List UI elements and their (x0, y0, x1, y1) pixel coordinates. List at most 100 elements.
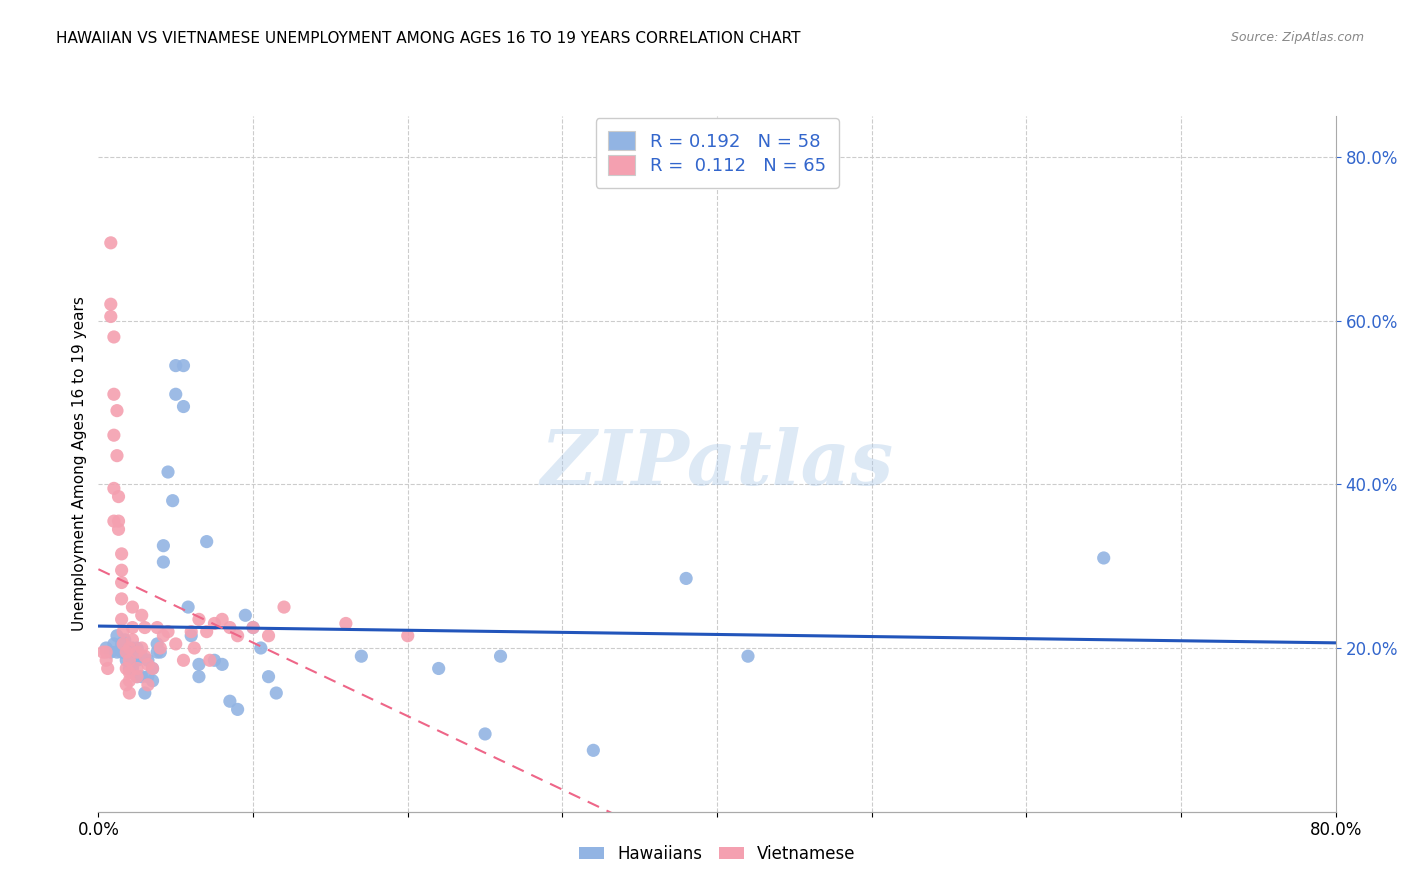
Point (242, 621, 264, 635)
Point (96, 653, 118, 667)
Text: HAWAIIAN VS VIETNAMESE UNEMPLOYMENT AMONG AGES 16 TO 19 YEARS CORRELATION CHART: HAWAIIAN VS VIETNAMESE UNEMPLOYMENT AMON… (56, 31, 801, 46)
Point (118, 645, 141, 659)
Point (131, 649, 153, 664)
Point (127, 653, 149, 667)
Point (107, 522, 129, 536)
Point (146, 621, 169, 635)
Point (111, 637, 134, 651)
Point (149, 640, 172, 655)
Point (127, 670, 149, 684)
Point (114, 632, 136, 647)
Text: ZIPatlas: ZIPatlas (540, 427, 894, 500)
Point (177, 600, 200, 615)
Point (427, 661, 450, 675)
Point (118, 640, 141, 655)
Point (127, 661, 149, 675)
Point (152, 629, 174, 643)
Point (142, 661, 165, 675)
Point (107, 490, 129, 504)
Point (96, 645, 118, 659)
Point (121, 600, 143, 615)
Point (121, 653, 143, 667)
Point (242, 621, 264, 635)
Point (127, 645, 149, 659)
Point (257, 670, 280, 684)
Point (131, 608, 153, 623)
Point (107, 514, 129, 528)
Point (188, 657, 211, 672)
Point (111, 645, 134, 659)
Point (157, 624, 180, 639)
Point (100, 235, 122, 250)
Point (121, 661, 143, 675)
Point (118, 686, 141, 700)
Point (121, 632, 143, 647)
Point (737, 649, 759, 664)
Point (235, 608, 257, 623)
Point (173, 359, 195, 373)
Point (219, 694, 242, 708)
Point (118, 665, 141, 680)
Point (204, 616, 226, 631)
Point (675, 571, 697, 585)
Point (173, 653, 195, 667)
Point (118, 653, 141, 667)
Legend: Hawaiians, Vietnamese: Hawaiians, Vietnamese (572, 838, 862, 870)
Point (149, 645, 172, 659)
Point (273, 600, 295, 615)
Point (105, 403, 128, 417)
Point (114, 645, 136, 659)
Point (152, 555, 174, 569)
Point (115, 661, 138, 675)
Point (142, 661, 165, 675)
Point (1092, 551, 1115, 566)
Point (180, 629, 202, 643)
Point (100, 310, 122, 324)
Point (146, 637, 169, 651)
Point (173, 400, 195, 414)
Point (131, 670, 153, 684)
Point (474, 727, 496, 741)
Point (127, 640, 149, 655)
Point (97, 661, 120, 675)
Point (136, 678, 159, 692)
Point (96, 640, 118, 655)
Point (118, 673, 141, 688)
Point (165, 359, 187, 373)
Point (146, 645, 169, 659)
Point (183, 640, 205, 655)
Point (131, 640, 153, 655)
Point (396, 629, 419, 643)
Point (105, 449, 128, 463)
Point (100, 297, 122, 311)
Point (121, 621, 143, 635)
Point (115, 645, 138, 659)
Point (103, 482, 125, 496)
Point (100, 645, 122, 659)
Point (105, 629, 128, 643)
Point (111, 612, 134, 626)
Point (134, 621, 156, 635)
Point (103, 387, 125, 401)
Point (103, 637, 125, 651)
Point (219, 621, 242, 635)
Point (136, 657, 159, 672)
Point (266, 686, 288, 700)
Point (188, 670, 211, 684)
Point (489, 649, 512, 664)
Point (226, 702, 249, 716)
Point (195, 624, 218, 639)
Point (142, 673, 165, 688)
Point (134, 686, 156, 700)
Point (111, 563, 134, 577)
Point (157, 465, 180, 479)
Point (582, 743, 605, 757)
Point (180, 624, 202, 639)
Point (198, 653, 221, 667)
Point (226, 629, 249, 643)
Point (118, 661, 141, 675)
Point (188, 612, 211, 626)
Point (103, 330, 125, 344)
Point (112, 637, 135, 651)
Point (152, 539, 174, 553)
